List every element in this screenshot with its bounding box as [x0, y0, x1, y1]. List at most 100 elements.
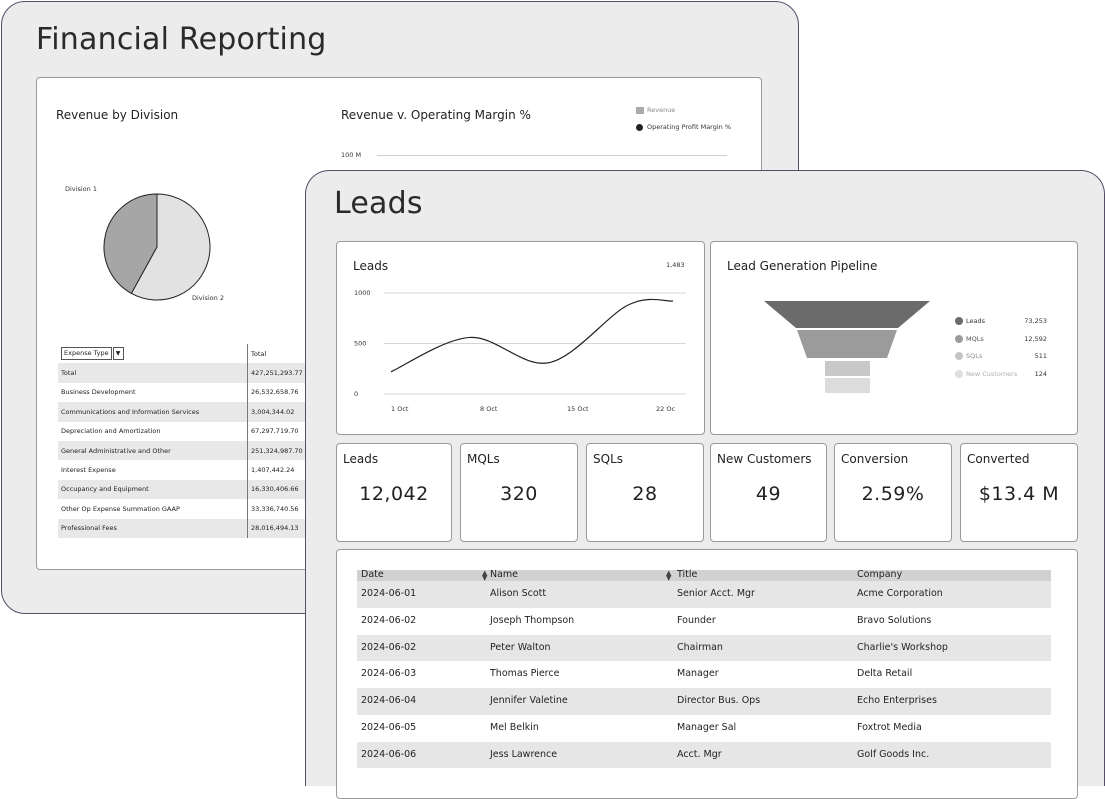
pie-label-division-2: Division 2 [192, 294, 224, 302]
expense-total-cell: 28,016,494.13 [247, 518, 318, 538]
cell-name: Alison Scott [490, 588, 547, 599]
pipeline-stage-value: 511 [1034, 352, 1047, 360]
expense-row: General Administrative and Other 251,324,… [58, 440, 318, 461]
table-row[interactable] [357, 634, 1051, 662]
x-tick-label: 15 Oct [567, 405, 589, 413]
cell-date: 2024-06-04 [361, 695, 417, 707]
cell-title: Manager [677, 668, 719, 680]
expense-row: Depreciation and Amortization 67,297,719.… [58, 421, 318, 441]
pie-label-division-1: Division 1 [65, 185, 97, 193]
cell-title: Senior Acct. Mgr [677, 588, 755, 599]
kpi-label: Conversion [841, 452, 909, 466]
leads-current-value: 1,483 [666, 261, 685, 269]
leads-table-header [357, 570, 1051, 581]
expense-total-cell: 427,251,293.77 [247, 363, 318, 383]
cell-date: 2024-06-02 [361, 614, 417, 626]
legend-dot [955, 370, 963, 378]
y-tick-label: 0 [354, 390, 358, 398]
kpi-label: SQLs [593, 452, 623, 466]
cell-date: 2024-06-02 [361, 641, 417, 653]
expense-total-cell: 251,324,987.70 [247, 440, 318, 461]
kpi-card-mqls: MQLs 320 [460, 443, 578, 542]
pipeline-stage-value: 12,592 [1024, 335, 1047, 343]
expense-type-filter[interactable]: Expense Type [61, 347, 112, 361]
cell-title: Acct. Mgr [677, 748, 722, 760]
leads-title: Leads [334, 186, 423, 221]
column-header-company[interactable]: Company [857, 569, 903, 580]
cell-company: Bravo Solutions [857, 614, 932, 626]
leads-chart-title: Leads [353, 259, 389, 273]
chevron-down-icon[interactable]: ▼ [112, 347, 124, 361]
pipeline-stage-value: 124 [1034, 370, 1047, 378]
leads-series-line [390, 298, 674, 373]
cell-company: Golf Goods Inc. [857, 748, 930, 760]
kpi-label: Converted [967, 452, 1030, 466]
column-header-date[interactable]: Date [361, 569, 384, 580]
table-row[interactable] [357, 581, 1051, 608]
financial-title: Financial Reporting [36, 22, 327, 57]
kpi-value: 49 [755, 483, 782, 505]
table-row[interactable] [357, 688, 1051, 715]
cell-title: Chairman [677, 641, 723, 653]
kpi-value: 28 [632, 483, 658, 505]
column-header-title[interactable]: Title [677, 569, 698, 580]
table-row[interactable] [357, 741, 1051, 769]
legend-margin-swatch [636, 124, 643, 131]
legend-dot [955, 317, 963, 325]
cell-company: Acme Corporation [857, 588, 943, 599]
expense-row: Communications and Information Services 3… [58, 402, 318, 422]
sort-icon[interactable]: ▲ ▼ [482, 569, 488, 582]
kpi-card-conversion: Conversion 2.59% [834, 443, 952, 542]
y-tick-label: 1000 [354, 289, 371, 297]
pipeline-stage-label: Leads [966, 317, 986, 325]
expense-total-cell: 26,532,658.76 [247, 382, 318, 403]
cell-company: Echo Enterprises [857, 695, 937, 707]
expense-total-cell: 1,407,442.24 [247, 460, 318, 480]
pipeline-stage-label: New Customers [966, 370, 1018, 378]
cell-date: 2024-06-05 [361, 722, 417, 733]
pipeline-stage-label: MQLs [966, 335, 984, 343]
expense-row: Professional Fees 28,016,494.13 [58, 518, 318, 538]
expense-type-cell: Depreciation and Amortization [61, 427, 161, 436]
cell-name: Jennifer Valetine [490, 695, 568, 707]
expense-type-cell: Communications and Information Services [58, 402, 248, 422]
expense-total-cell: 16,330,406.66 [247, 479, 318, 500]
kpi-value: 12,042 [359, 483, 429, 505]
sort-icon[interactable]: ▲ ▼ [666, 569, 672, 582]
funnel-stage-mqls [797, 330, 897, 358]
kpi-card-converted: Converted $13.4 M [960, 443, 1078, 542]
x-tick-label: 22 Oc [656, 405, 675, 413]
x-tick-label: 1 Oct [391, 405, 409, 413]
expense-row: Total 427,251,293.77 [58, 363, 318, 383]
pipeline-stage-value: 73,253 [1024, 317, 1047, 325]
expense-type-cell: Total [58, 363, 248, 383]
expense-row: Interest Expense 1,407,442.24 [58, 460, 318, 480]
funnel-stage-leads [764, 301, 930, 328]
expense-row: Other Op Expense Summation GAAP 33,336,74… [58, 499, 318, 519]
cell-company: Charlie's Workshop [857, 641, 948, 653]
pie-chart-title: Revenue by Division [56, 108, 179, 122]
cell-name: Joseph Thompson [490, 614, 575, 626]
expense-row: Business Development 26,532,658.76 [58, 382, 318, 403]
pipeline-title: Lead Generation Pipeline [727, 259, 878, 273]
kpi-value: 2.59% [861, 483, 925, 505]
expense-type-cell: Other Op Expense Summation GAAP [61, 504, 180, 513]
x-tick-label: 8 Oct [480, 405, 498, 413]
cell-company: Foxtrot Media [857, 722, 922, 733]
kpi-value: 320 [500, 483, 538, 505]
legend-dot [955, 352, 963, 360]
pie-slice-division-1 [103, 193, 158, 295]
funnel-stage-new-customers [825, 378, 870, 393]
column-header-name[interactable]: Name [490, 569, 519, 580]
pie-chart [103, 193, 211, 301]
expense-total-cell: 67,297,719.70 [247, 421, 318, 441]
funnel-stage-sqls [825, 361, 870, 376]
cell-name: Thomas Pierce [490, 668, 560, 680]
leads-line-chart: 1000 500 0 1 Oct 8 Oct 15 Oct 22 Oc [354, 289, 686, 413]
expense-type-cell: Occupancy and Equipment [58, 479, 248, 500]
cell-company: Delta Retail [857, 668, 913, 680]
kpi-card-leads: Leads 12,042 [336, 443, 452, 542]
kpi-value: $13.4 M [978, 483, 1060, 505]
bar-line-chart-title: Revenue v. Operating Margin % [341, 108, 531, 122]
cell-date: 2024-06-06 [361, 748, 417, 760]
